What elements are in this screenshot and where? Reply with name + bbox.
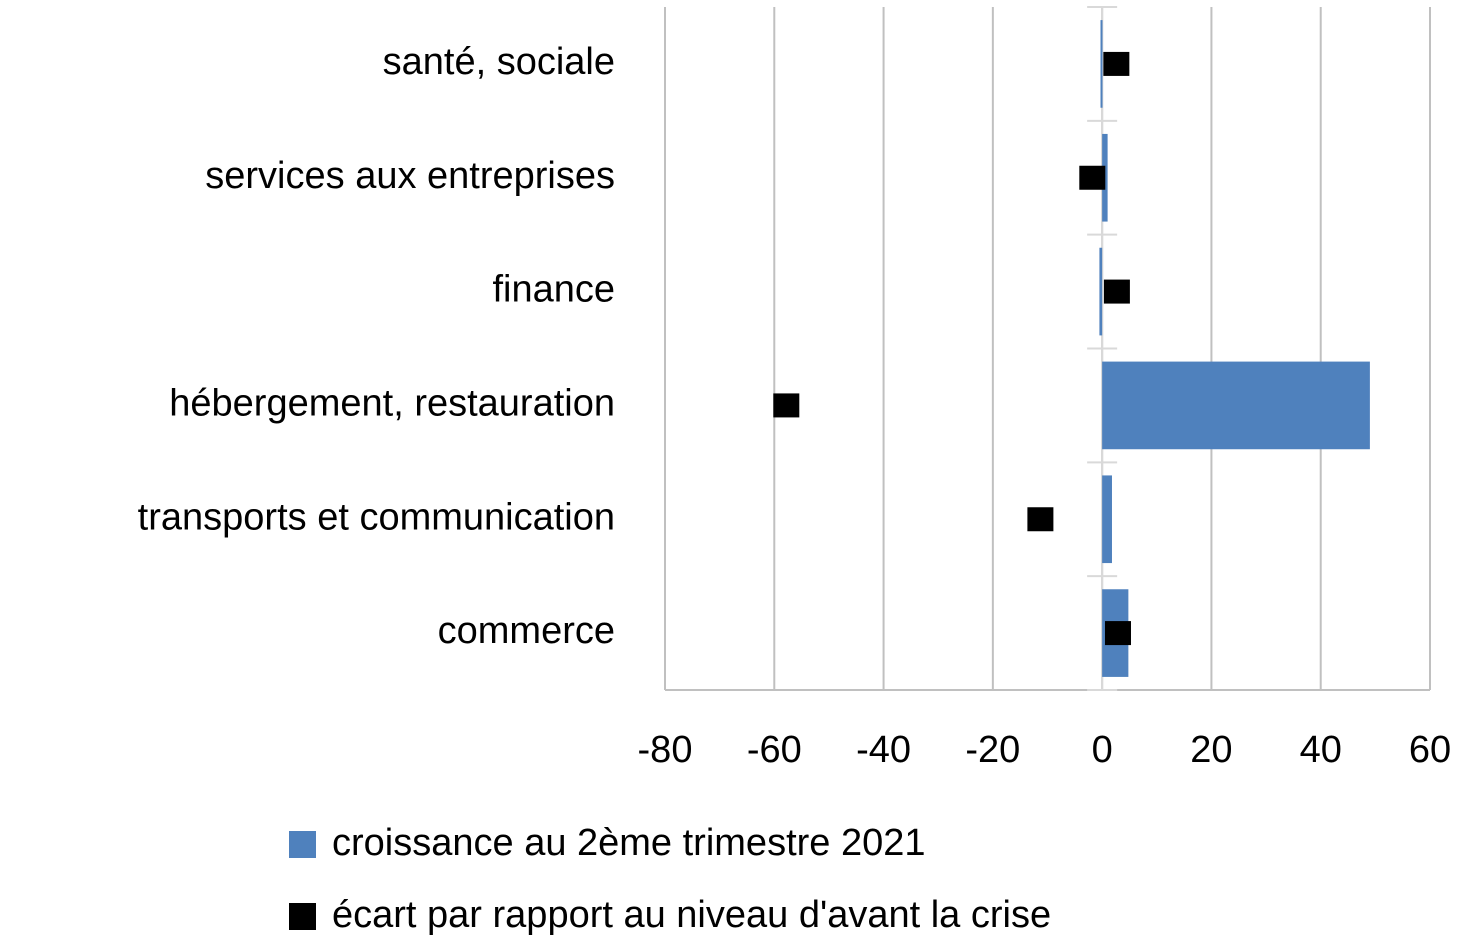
legend-label: croissance au 2ème trimestre 2021	[332, 822, 926, 864]
y-tick-label: services aux entreprises	[205, 155, 615, 197]
y-tick-label: transports et communication	[138, 496, 615, 538]
marker	[773, 393, 800, 418]
bar	[1102, 361, 1370, 450]
x-tick-label: -20	[965, 729, 1020, 771]
legend-swatch	[289, 903, 316, 930]
x-tick-label: 60	[1409, 729, 1451, 771]
legend-label: écart par rapport au niveau d'avant la c…	[332, 894, 1051, 936]
bar	[1102, 475, 1112, 564]
y-tick-label: hébergement, restauration	[169, 382, 615, 424]
legend-swatch	[289, 831, 316, 858]
x-tick-label: 0	[1092, 729, 1113, 771]
marker	[1103, 279, 1130, 304]
y-tick-label: santé, sociale	[383, 41, 615, 83]
x-tick-label: 40	[1300, 729, 1342, 771]
x-tick-label: -40	[856, 729, 911, 771]
marker	[1027, 507, 1054, 532]
x-tick-label: 20	[1190, 729, 1232, 771]
marker	[1104, 621, 1131, 646]
x-tick-label: -80	[638, 729, 693, 771]
marker	[1103, 51, 1130, 76]
bar	[1100, 20, 1103, 108]
x-tick-label: -60	[747, 729, 802, 771]
y-tick-label: commerce	[438, 610, 615, 652]
y-tick-label: finance	[492, 269, 615, 311]
bar	[1099, 247, 1103, 336]
marker	[1079, 165, 1106, 190]
